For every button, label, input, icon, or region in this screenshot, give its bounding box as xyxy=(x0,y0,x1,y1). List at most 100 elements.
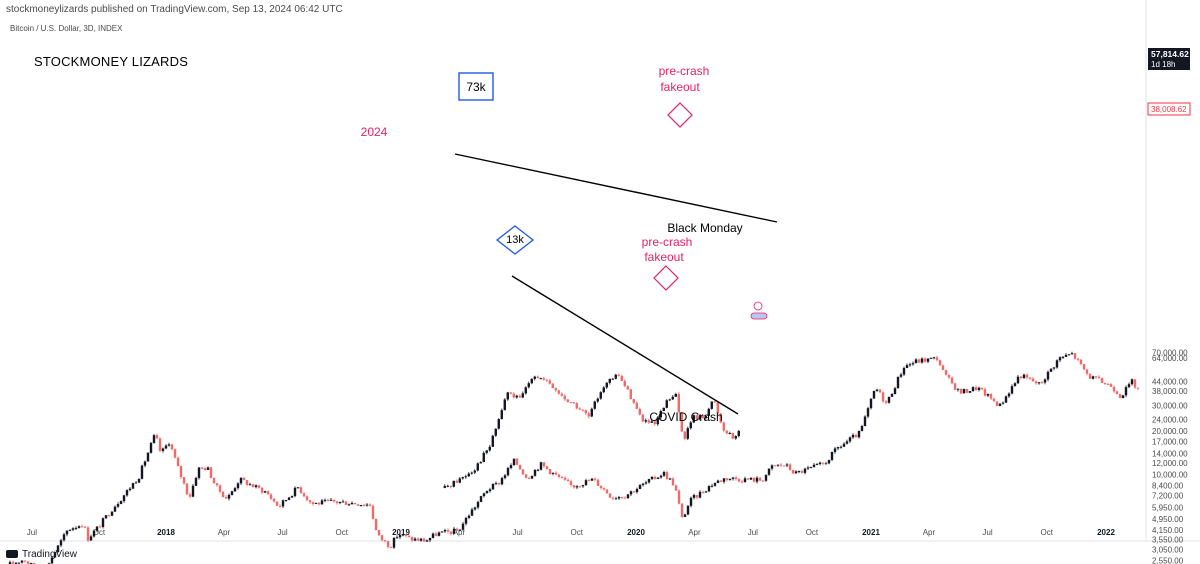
candle-body xyxy=(224,497,228,499)
y-tick-label: 2,550.00 xyxy=(1152,557,1184,564)
candle-body xyxy=(152,435,156,443)
candle-body xyxy=(446,485,449,487)
candle-body xyxy=(632,399,635,403)
x-tick-label: Oct xyxy=(806,528,819,537)
candle-body xyxy=(131,483,135,489)
x-tick-label: 2022 xyxy=(1097,528,1115,537)
candle-body xyxy=(74,527,78,529)
candle-body xyxy=(215,483,219,486)
candle-body xyxy=(479,496,483,502)
candle-body xyxy=(1127,384,1131,388)
candle-body xyxy=(551,472,555,474)
candle-body xyxy=(791,470,795,474)
brand-title: STOCKMONEY LIZARDS xyxy=(34,54,189,69)
candle-body xyxy=(656,477,660,479)
candle-body xyxy=(461,477,464,479)
candle-body xyxy=(1097,376,1101,378)
candle-body xyxy=(77,526,81,528)
candle-body xyxy=(557,390,560,394)
x-tick-label: Apr xyxy=(688,528,701,537)
candle-body xyxy=(947,374,951,378)
candle-body xyxy=(686,428,689,439)
candle-body xyxy=(782,465,786,467)
tradingview-footer[interactable]: TradingView xyxy=(6,546,77,562)
x-tick-label: Oct xyxy=(571,528,584,537)
event-marker-icon xyxy=(753,301,763,311)
candle-body xyxy=(494,428,497,436)
candle-body xyxy=(761,480,765,482)
candle-body xyxy=(617,374,620,376)
candle-body xyxy=(377,529,381,536)
candle-body xyxy=(389,547,393,549)
candle-body xyxy=(299,487,303,494)
candle-body xyxy=(89,536,93,541)
candle-body xyxy=(1022,374,1026,379)
candle-body xyxy=(149,442,153,453)
x-tick-label: 2020 xyxy=(627,528,645,537)
candle-body xyxy=(542,462,546,467)
candle-body xyxy=(1058,357,1062,361)
candle-body xyxy=(776,464,780,466)
candle-body xyxy=(539,378,542,380)
candle-body xyxy=(650,476,654,480)
candle-body xyxy=(914,359,918,364)
candle-body xyxy=(161,448,165,451)
candle-body xyxy=(1064,354,1068,357)
candle-body xyxy=(173,449,177,458)
y-tick-label: 64,000.00 xyxy=(1152,354,1188,363)
candle-body xyxy=(893,388,897,395)
candle-body xyxy=(731,477,735,479)
candle-body xyxy=(1016,376,1020,384)
candle-body xyxy=(956,388,960,390)
candle-body xyxy=(863,416,867,427)
candle-body xyxy=(449,485,452,487)
candle-body xyxy=(314,502,318,504)
candle-body xyxy=(827,459,831,464)
candle-body xyxy=(329,499,333,501)
candle-body xyxy=(17,562,21,564)
candle-body xyxy=(1007,393,1011,397)
candle-body xyxy=(539,462,543,470)
candle-body xyxy=(503,399,506,411)
candle-body xyxy=(485,450,488,453)
candle-body xyxy=(797,471,801,473)
candle-body xyxy=(713,482,717,486)
candle-body xyxy=(53,552,57,558)
candle-body xyxy=(146,452,150,462)
candle-body xyxy=(845,441,849,444)
trend-lines xyxy=(454,153,778,415)
candle-body xyxy=(635,402,638,409)
x-tick-label: Jul xyxy=(982,528,992,537)
candle-body xyxy=(383,540,387,542)
countdown-label: 1d 18h xyxy=(1151,60,1175,69)
candle-body xyxy=(989,394,993,399)
candle-body xyxy=(599,485,603,489)
candle-body xyxy=(1049,368,1053,372)
candle-body xyxy=(752,477,756,482)
candle-body xyxy=(1025,374,1029,378)
candle-body xyxy=(563,477,567,480)
candle-body xyxy=(98,526,102,528)
candle-body xyxy=(590,408,593,417)
x-tick-label: Oct xyxy=(1041,528,1054,537)
candle-body xyxy=(326,499,330,501)
candle-body xyxy=(962,389,966,394)
candle-body xyxy=(503,475,507,479)
candle-body xyxy=(479,462,482,464)
candle-body xyxy=(593,401,596,409)
candle-body xyxy=(908,364,912,366)
candle-body xyxy=(659,475,663,478)
x-tick-label: 2019 xyxy=(392,528,410,537)
candle-body xyxy=(713,401,716,403)
candle-body xyxy=(227,494,231,499)
candle-body xyxy=(320,500,324,505)
candle-body xyxy=(806,467,810,469)
candle-body xyxy=(605,382,608,388)
candle-body xyxy=(794,471,798,474)
candle-body xyxy=(515,395,518,398)
candle-body xyxy=(452,528,456,534)
candle-body xyxy=(305,496,309,501)
candle-body xyxy=(560,477,564,479)
candle-body xyxy=(680,412,683,432)
candle-body xyxy=(995,401,999,407)
